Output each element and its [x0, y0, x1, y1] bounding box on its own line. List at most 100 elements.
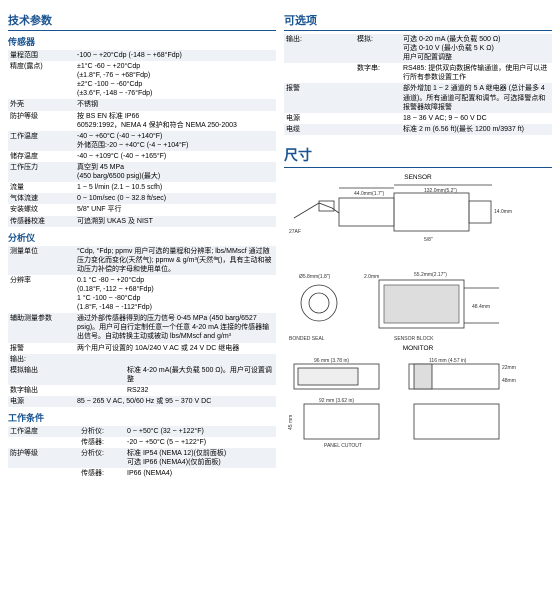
spec-label: 报警	[284, 84, 349, 111]
spec-label: 数字输出	[8, 386, 73, 395]
right-column: 可选项 输出:模拟:可选 0-20 mA (最大负载 500 Ω) 可选 0-1…	[284, 8, 552, 480]
spec-label: 报警	[8, 344, 73, 353]
svg-text:27AF: 27AF	[289, 229, 301, 235]
spec-value: 不锈钢	[73, 100, 276, 109]
spec-sublabel	[349, 114, 399, 123]
spec-value: -40 ~ +60°C (-40 ~ +140°F) 外储范围:-20 ~ +4…	[73, 132, 276, 150]
spec-label: 输出:	[284, 35, 349, 62]
spec-row: 模拟输出标准 4-20 mA(最大负载 500 Ω)。用户可设置调整	[8, 365, 276, 385]
spec-value: 可选 0-20 mA (最大负载 500 Ω) 可选 0-10 V (最小负载 …	[399, 35, 552, 62]
sensor-heading: 传感器	[8, 35, 276, 48]
spec-value: 可追溯到 UKAS 及 NIST	[73, 217, 276, 226]
spec-sublabel: 分析仪:	[73, 449, 123, 467]
svg-text:SENSOR BLOCK: SENSOR BLOCK	[394, 336, 434, 342]
spec-label: 电源	[8, 397, 73, 406]
spec-label: 流量	[8, 183, 73, 192]
spec-row: 电源18 ~ 36 V AC; 9 ~ 60 V DC	[284, 113, 552, 124]
svg-text:92 mm (3.62 in): 92 mm (3.62 in)	[319, 398, 354, 404]
spec-value: 按 BS EN 标准 IP66 60529:1992，NEMA 4 保护和符合 …	[73, 112, 276, 130]
spec-label: 外壳	[8, 100, 73, 109]
spec-row: 量程范围-100 ~ +20°Cdp (-148 ~ +68°Fdp)	[8, 50, 276, 61]
spec-row: 防护等级分析仪:标准 IP54 (NEMA 12)(仅前面板) 可选 IP66 …	[8, 448, 276, 468]
spec-label: 辅助测量参数	[8, 314, 73, 341]
spec-value: IP66 (NEMA4)	[123, 469, 276, 478]
spec-label: 分辨率	[8, 276, 73, 312]
svg-text:Ø5.8mm(1.8"): Ø5.8mm(1.8")	[299, 274, 331, 280]
spec-sublabel: 分析仪:	[73, 427, 123, 436]
svg-text:44.0mm(1.7"): 44.0mm(1.7")	[354, 191, 384, 197]
spec-sublabel: 传感器:	[73, 469, 123, 478]
spec-value: 通过外部传感器得到的压力信号 0-45 MPa (450 barg/6527 p…	[73, 314, 276, 341]
spec-label: 工作温度	[8, 427, 73, 436]
spec-value: 0 ~ +50°C (32 ~ +122°F)	[123, 427, 276, 436]
spec-value: RS232	[123, 386, 276, 395]
spec-row: 报警两个用户可设置的 10A/240 V AC 或 24 V DC 继电器	[8, 343, 276, 354]
spec-label	[8, 469, 73, 478]
spec-row: 输出:模拟:可选 0-20 mA (最大负载 500 Ω) 可选 0-10 V …	[284, 34, 552, 63]
svg-text:96 mm (3.78 in): 96 mm (3.78 in)	[314, 358, 349, 364]
spec-row: 防护等级按 BS EN 标准 IP66 60529:1992，NEMA 4 保护…	[8, 111, 276, 131]
spec-value: ±1°C -60 ~ +20°Cdp (±1.8°F, -76 ~ +68°Fd…	[73, 62, 276, 98]
dimensions-title: 尺寸	[284, 145, 552, 168]
left-column: 技术参数 传感器 量程范围-100 ~ +20°Cdp (-148 ~ +68°…	[8, 8, 276, 480]
spec-label: 精度(露点)	[8, 62, 73, 98]
spec-row: 测量单位°Cdp, °Fdp; ppmv 用户可选的量程和分辨率; lbs/MM…	[8, 246, 276, 275]
spec-row: 数字串:RS485: 提供双向数据传输通道，使用户可以进行所有参数设置工作	[284, 63, 552, 83]
spec-label: 输出:	[8, 355, 73, 364]
spec-label	[8, 438, 73, 447]
svg-text:45 mm: 45 mm	[288, 415, 294, 430]
spec-label: 模拟输出	[8, 366, 73, 384]
spec-value: -40 ~ +109°C (-40 ~ +165°F)	[73, 152, 276, 161]
spec-label: 工作压力	[8, 163, 73, 181]
spec-sublabel	[73, 386, 123, 395]
monitor-diagram: 96 mm (3.78 in) 116 mm (4.57 in) 22mm 48…	[284, 354, 534, 449]
spec-label: 防护等级	[8, 449, 73, 467]
sensor-diagram: 44.0mm(1.7") 132.0mm(5.2") 27AF 14.0mm 5…	[284, 183, 534, 268]
spec-label: 气体流速	[8, 194, 73, 203]
spec-label: 传感器校准	[8, 217, 73, 226]
spec-value: RS485: 提供双向数据传输通道，使用户可以进行所有参数设置工作	[399, 64, 552, 82]
spec-value: 85 ~ 265 V AC, 50/60 Hz 或 95 ~ 370 V DC	[73, 397, 276, 406]
spec-row: 储存温度-40 ~ +109°C (-40 ~ +165°F)	[8, 151, 276, 162]
svg-text:48.4mm: 48.4mm	[472, 304, 490, 310]
spec-label: 安装螺纹	[8, 205, 73, 214]
spec-row: 外壳不锈钢	[8, 99, 276, 110]
block-diagram: Ø5.8mm(1.8") 2.0mm 55.2mm(2.17") 48.4mm …	[284, 268, 534, 343]
spec-value: -20 ~ +50°C (5 ~ +122°F)	[123, 438, 276, 447]
spec-row: 辅助测量参数通过外部传感器得到的压力信号 0-45 MPa (450 barg/…	[8, 313, 276, 342]
spec-row: 流量1 ~ 5 l/min (2.1 ~ 10.5 scfh)	[8, 182, 276, 193]
monitor-label: MONITOR	[284, 345, 552, 352]
svg-text:2.0mm: 2.0mm	[364, 274, 379, 280]
spec-row: 电缆标准 2 m (6.56 ft)(最长 1200 m/3937 ft)	[284, 124, 552, 135]
spec-row: 工作温度分析仪:0 ~ +50°C (32 ~ +122°F)	[8, 426, 276, 437]
analyzer-heading: 分析仪	[8, 231, 276, 244]
spec-row: 工作温度-40 ~ +60°C (-40 ~ +140°F) 外储范围:-20 …	[8, 131, 276, 151]
spec-label: 工作温度	[8, 132, 73, 150]
sensor-label: SENSOR	[284, 174, 552, 181]
spec-label: 测量单位	[8, 247, 73, 274]
svg-text:PANEL CUTOUT: PANEL CUTOUT	[324, 443, 362, 449]
spec-value	[73, 355, 276, 364]
spec-value: 标准 IP54 (NEMA 12)(仅前面板) 可选 IP66 (NEMA4)(…	[123, 449, 276, 467]
spec-value: 5/8" UNF 平行	[73, 205, 276, 214]
spec-row: 传感器:IP66 (NEMA4)	[8, 468, 276, 479]
spec-row: 工作压力真空到 45 MPa (450 barg/6500 psig)(最大)	[8, 162, 276, 182]
spec-row: 输出:	[8, 354, 276, 365]
svg-text:48mm: 48mm	[502, 378, 516, 384]
spec-value: 部外增加 1 ~ 2 通道的 5 A 继电器 (总计最多 4 通道)。所有通道可…	[399, 84, 552, 111]
spec-row: 电源85 ~ 265 V AC, 50/60 Hz 或 95 ~ 370 V D…	[8, 396, 276, 407]
spec-row: 数字输出 RS232	[8, 385, 276, 396]
spec-row: 气体流速0 ~ 10m/sec (0 ~ 32.8 ft/sec)	[8, 193, 276, 204]
spec-value: °Cdp, °Fdp; ppmv 用户可选的量程和分辨率; lbs/MMscf …	[73, 247, 276, 274]
svg-text:55.2mm(2.17"): 55.2mm(2.17")	[414, 272, 447, 278]
spec-row: 分辨率0.1 °C -80 ~ +20°Cdp (0.18°F, -112 ~ …	[8, 275, 276, 313]
spec-sublabel: 数字串:	[349, 64, 399, 82]
spec-sublabel	[349, 84, 399, 111]
spec-value: -100 ~ +20°Cdp (-148 ~ +68°Fdp)	[73, 51, 276, 60]
options-title: 可选项	[284, 12, 552, 31]
spec-row: 传感器校准可追溯到 UKAS 及 NIST	[8, 216, 276, 227]
spec-label: 储存温度	[8, 152, 73, 161]
svg-text:116 mm (4.57 in): 116 mm (4.57 in)	[429, 358, 467, 364]
svg-text:BONDED SEAL: BONDED SEAL	[289, 336, 325, 342]
spec-value: 0 ~ 10m/sec (0 ~ 32.8 ft/sec)	[73, 194, 276, 203]
